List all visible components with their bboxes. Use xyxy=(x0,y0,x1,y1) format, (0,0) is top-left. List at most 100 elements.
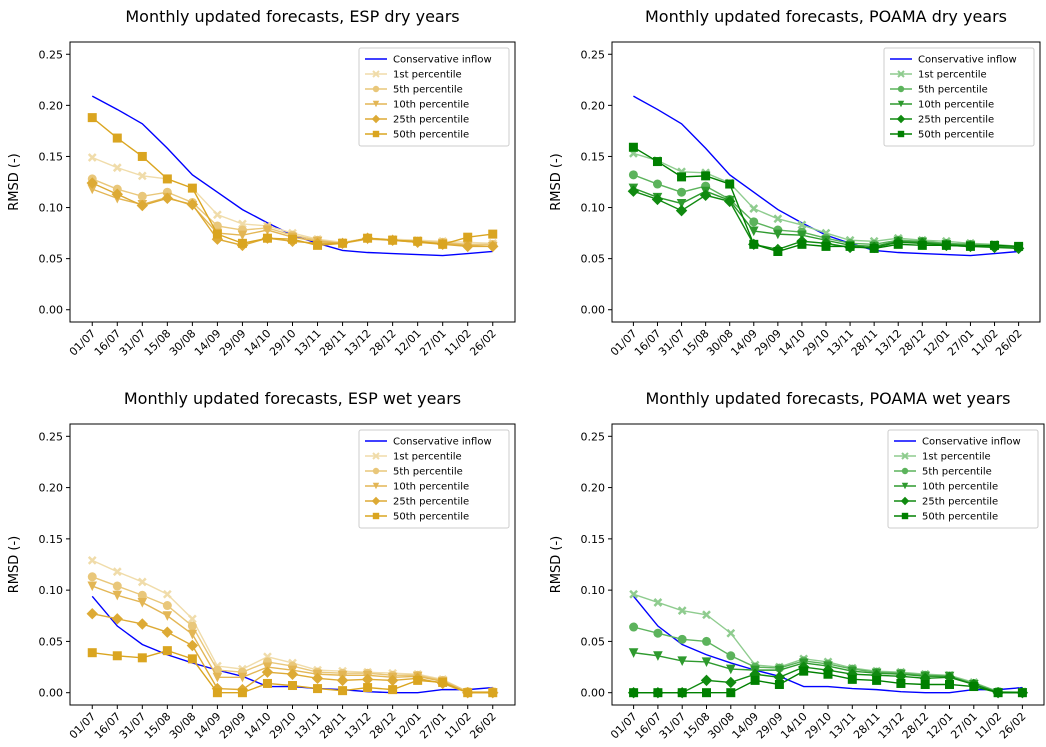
marker xyxy=(388,685,398,695)
marker xyxy=(773,246,783,256)
y-tick-label: 0.20 xyxy=(39,99,64,112)
marker xyxy=(677,606,687,616)
marker xyxy=(653,651,663,661)
marker xyxy=(797,230,807,241)
marker xyxy=(338,238,348,248)
marker xyxy=(965,241,975,251)
marker xyxy=(87,556,97,565)
legend-label: 50th percentile xyxy=(393,130,469,141)
marker xyxy=(137,597,148,608)
x-tick-label: 28/11 xyxy=(849,327,881,359)
marker xyxy=(212,229,222,239)
legend-label: 50th percentile xyxy=(393,512,469,523)
x-tick-label: 29/10 xyxy=(267,710,299,742)
legend-label: 10th percentile xyxy=(393,482,469,493)
x-tick-label: 31/07 xyxy=(657,710,689,742)
y-tick-label: 0.10 xyxy=(39,202,64,215)
marker xyxy=(87,572,97,582)
plot-frame xyxy=(611,423,1045,706)
marker xyxy=(87,153,97,162)
marker xyxy=(413,675,423,685)
x-tick-label: 29/10 xyxy=(801,327,833,359)
x-tick-label: 14/09 xyxy=(192,327,224,359)
legend-marker xyxy=(901,512,909,520)
x-tick-label: 27/01 xyxy=(417,327,449,359)
marker xyxy=(86,177,98,189)
marker xyxy=(677,688,687,698)
x-tick-label: 26/02 xyxy=(467,327,499,359)
marker xyxy=(653,688,663,698)
marker xyxy=(676,198,687,209)
marker xyxy=(212,688,222,698)
marker xyxy=(917,240,927,250)
marker xyxy=(774,665,785,676)
marker xyxy=(845,241,855,251)
y-tick-label: 0.00 xyxy=(39,304,64,317)
marker xyxy=(945,679,954,689)
marker xyxy=(187,614,197,624)
x-tick-label: 30/08 xyxy=(704,327,736,359)
y-tick-label: 0.25 xyxy=(39,430,64,443)
x-tick-label: 01/07 xyxy=(67,327,99,359)
marker xyxy=(821,241,831,251)
marker xyxy=(288,234,297,244)
marker xyxy=(162,174,172,184)
marker xyxy=(262,678,272,688)
marker xyxy=(726,688,736,698)
legend-box xyxy=(883,47,1035,147)
legend-label: Conservative inflow xyxy=(922,437,1021,448)
marker xyxy=(628,142,638,152)
legend-label: 1st percentile xyxy=(918,70,987,81)
x-tick-label: 29/10 xyxy=(803,710,835,742)
marker xyxy=(941,240,951,250)
x-tick-label: 01/07 xyxy=(67,710,99,742)
plot-frame xyxy=(611,41,1041,323)
marker xyxy=(629,688,639,698)
y-tick-label: 0.05 xyxy=(39,253,64,266)
y-tick-label: 0.15 xyxy=(39,150,64,163)
x-tick-label: 11/02 xyxy=(973,710,1005,742)
marker xyxy=(363,233,373,243)
x-tick-label: 16/07 xyxy=(632,710,664,742)
legend-marker xyxy=(901,452,909,460)
marker xyxy=(87,113,97,123)
marker xyxy=(462,240,474,253)
subplot: Monthly updated forecasts, ESP dry years… xyxy=(7,7,516,359)
y-tick-label: 0.00 xyxy=(581,304,606,317)
marker xyxy=(799,666,809,676)
y-tick-label: 0.10 xyxy=(581,202,606,215)
x-tick-label: 26/02 xyxy=(993,327,1025,359)
marker xyxy=(725,179,735,189)
x-tick-label: 13/11 xyxy=(825,327,857,359)
x-tick-label: 13/11 xyxy=(292,327,324,359)
marker xyxy=(797,220,807,230)
legend-label: 10th percentile xyxy=(393,100,469,111)
marker xyxy=(653,628,663,638)
marker xyxy=(162,646,172,656)
x-tick-label: 26/02 xyxy=(997,710,1029,742)
legend-marker xyxy=(372,130,380,138)
marker xyxy=(262,233,272,243)
legend-label: 10th percentile xyxy=(918,100,994,111)
legend-marker xyxy=(372,512,380,520)
x-tick-label: 14/09 xyxy=(192,710,224,742)
legend-box xyxy=(358,47,510,147)
marker xyxy=(438,677,448,687)
legend-label: Conservative inflow xyxy=(393,55,492,66)
y-tick-label: 0.00 xyxy=(581,687,606,700)
y-axis-label: RMSD (-) xyxy=(7,536,22,593)
y-tick-label: 0.10 xyxy=(581,584,606,597)
marker xyxy=(652,157,662,167)
x-tick-label: 28/12 xyxy=(900,710,932,742)
marker xyxy=(700,674,713,687)
x-tick-label: 12/01 xyxy=(392,710,424,742)
legend-box xyxy=(358,429,510,529)
y-tick-label: 0.10 xyxy=(39,584,64,597)
marker xyxy=(137,577,147,587)
x-tick-label: 14/10 xyxy=(776,327,808,359)
subplot-title: Monthly updated forecasts, POAMA dry yea… xyxy=(645,7,1007,26)
marker xyxy=(628,648,639,658)
subplot-title: Monthly updated forecasts, ESP dry years xyxy=(125,7,459,26)
marker xyxy=(750,675,760,685)
